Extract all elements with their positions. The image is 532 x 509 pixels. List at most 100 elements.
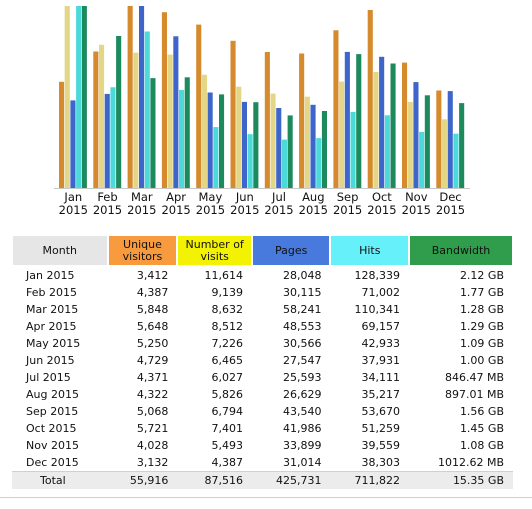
bar-bandwidth	[116, 36, 122, 188]
cell-bandwidth: 1.00 GB	[459, 354, 504, 367]
table-row: Apr 2015 5,648 8,512 48,553 69,157 1.29 GB	[12, 318, 513, 335]
cell-month: Aug 2015	[26, 388, 79, 401]
table-row: May 2015 5,250 7,226 30,566 42,933 1.09 GB	[12, 335, 513, 352]
month-tick-label-month: Aug	[302, 190, 325, 204]
cell-hits: 34,111	[361, 371, 401, 384]
month-tick-label-year: 2015	[332, 203, 363, 217]
header-unique-visitors-line2: visitors	[122, 249, 163, 263]
table-row: Nov 2015 4,028 5,493 33,899 39,559 1.08 GB	[12, 437, 513, 454]
bar-group	[367, 10, 396, 188]
bar-group	[402, 62, 430, 188]
table-row: Jul 2015 4,371 6,027 25,593 34,111 846.47 MB	[12, 369, 513, 386]
month-tick-label: May 2015	[193, 191, 227, 217]
month-tick-label-month: Dec	[439, 190, 462, 204]
bar-visitors	[367, 10, 373, 188]
cell-month: Apr 2015	[26, 320, 77, 333]
month-tick-label: Jun 2015	[228, 191, 262, 217]
bar-hits	[213, 127, 219, 188]
bar-bandwidth	[390, 63, 396, 188]
bar-visits	[442, 119, 448, 188]
month-tick-label-year: 2015	[127, 203, 157, 217]
bar-visits	[270, 93, 276, 188]
cell-bandwidth: 1.29 GB	[459, 320, 504, 333]
month-tick-label: Sep 2015	[331, 191, 365, 217]
cell-month: Nov 2015	[26, 439, 79, 452]
cell-hits: 38,303	[361, 456, 401, 469]
bar-visits	[373, 72, 379, 188]
cell-visits: 5,493	[211, 439, 243, 452]
month-tick-label-month: Sep	[336, 190, 359, 204]
monthly-stats-table: Month Unique visitors Number of visits P…	[11, 234, 514, 489]
table-body: Jan 2015 3,412 11,614 28,048 128,339 2.12 GB F…	[12, 266, 513, 472]
bar-visits	[304, 96, 310, 188]
bar-group	[161, 12, 190, 189]
cell-visits: 8,632	[211, 303, 243, 316]
month-tick-label-year: 2015	[435, 203, 466, 217]
bar-hits	[76, 6, 82, 188]
table-row: Jan 2015 3,412 11,614 28,048 128,339 2.12 GB	[12, 266, 513, 284]
cell-pages: 48,553	[282, 320, 322, 333]
bar-pages	[207, 92, 213, 188]
table-row: Mar 2015 5,848 8,632 58,241 110,341 1.28 GB	[12, 301, 513, 318]
header-unique-visitors: Unique visitors	[106, 234, 179, 267]
cell-visitors: 4,729	[136, 354, 169, 367]
cell-bandwidth: 897.01 MB	[444, 388, 504, 401]
cell-pages: 30,566	[282, 337, 322, 350]
bar-bandwidth	[356, 54, 362, 188]
month-tick-label-month: Nov	[405, 190, 428, 204]
cell-bandwidth: 1.56 GB	[459, 405, 504, 418]
total-hits: 711,822	[330, 471, 410, 489]
month-tick-label-month: Feb	[97, 190, 118, 204]
bar-visits	[339, 81, 345, 188]
total-visitors: 55,916	[107, 471, 178, 489]
bar-visitors	[264, 52, 270, 188]
month-tick-label: Nov 2015	[399, 191, 433, 217]
header-number-of-visits: Number of visits	[176, 234, 253, 267]
cell-pages: 26,629	[282, 388, 322, 401]
cell-visitors: 4,028	[136, 439, 169, 452]
bar-pages	[447, 91, 453, 188]
cell-bandwidth: 1.09 GB	[459, 337, 504, 350]
bar-group	[127, 6, 156, 189]
month-tick-label: Dec 2015	[434, 191, 468, 217]
cell-visitors: 5,068	[136, 405, 169, 418]
table-row: Oct 2015 5,721 7,401 41,986 51,259 1.45 GB	[12, 420, 513, 437]
bar-group	[436, 90, 465, 188]
bar-pages	[241, 101, 247, 188]
header-number-of-visits-line1: Number of	[185, 237, 244, 251]
bar-visits	[167, 54, 173, 188]
bar-pages	[344, 51, 350, 189]
bar-hits	[281, 139, 287, 188]
table-row: Feb 2015 4,387 9,139 30,115 71,002 1.77 GB	[12, 284, 513, 301]
bar-visitors	[127, 6, 133, 188]
cell-visitors: 5,648	[136, 320, 169, 333]
bar-hits	[110, 87, 116, 188]
bar-visitors	[230, 40, 236, 188]
cell-bandwidth: 1.45 GB	[459, 422, 504, 435]
bar-bandwidth	[459, 103, 465, 188]
table-row: Sep 2015 5,068 6,794 43,540 53,670 1.56 GB	[12, 403, 513, 420]
cell-visitors: 3,132	[136, 456, 169, 469]
cell-hits: 51,259	[361, 422, 401, 435]
total-visits: 87,516	[177, 471, 252, 489]
cell-hits: 53,670	[361, 405, 401, 418]
cell-hits: 69,157	[361, 320, 401, 333]
cell-visitors: 4,322	[136, 388, 169, 401]
cell-month: Feb 2015	[26, 286, 77, 299]
cell-hits: 110,341	[354, 303, 401, 316]
month-tick-label-year: 2015	[58, 203, 88, 217]
cell-bandwidth: 2.12 GB	[459, 269, 504, 282]
cell-visitors: 5,848	[136, 303, 169, 316]
bar-pages	[173, 36, 179, 188]
bar-visitors	[333, 30, 339, 188]
cell-bandwidth: 1.77 GB	[459, 286, 504, 299]
bar-visits	[407, 101, 413, 188]
month-tick-label-month: Apr	[166, 190, 187, 204]
cell-visits: 7,401	[211, 422, 243, 435]
bar-visits	[99, 44, 105, 188]
cell-visitors: 5,250	[136, 337, 169, 350]
bar-visitors	[161, 12, 167, 189]
table-row: Aug 2015 4,322 5,826 26,629 35,217 897.01 MB	[12, 386, 513, 403]
cell-bandwidth: 1012.62 MB	[437, 456, 504, 469]
bar-pages	[413, 82, 419, 188]
